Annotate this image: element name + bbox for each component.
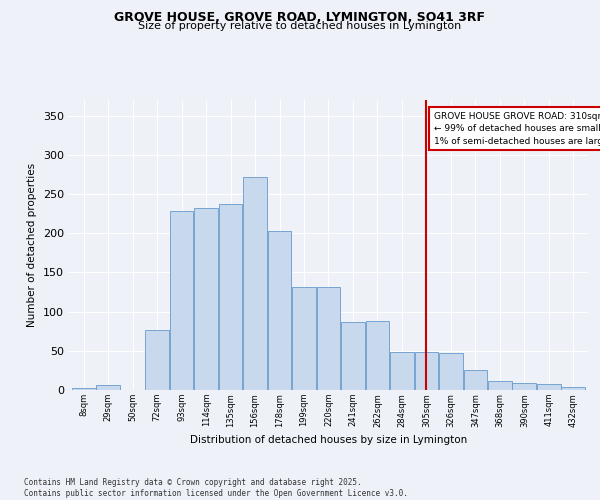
Bar	[390, 352, 414, 390]
Bar	[72, 388, 95, 390]
Bar	[268, 231, 292, 390]
Bar	[292, 288, 316, 390]
Bar	[562, 387, 585, 390]
Bar	[537, 384, 561, 390]
Bar	[488, 382, 512, 390]
Text: Contains HM Land Registry data © Crown copyright and database right 2025.
Contai: Contains HM Land Registry data © Crown c…	[24, 478, 408, 498]
Text: Size of property relative to detached houses in Lymington: Size of property relative to detached ho…	[139, 21, 461, 31]
Bar	[219, 204, 242, 390]
Bar	[170, 210, 193, 390]
X-axis label: Distribution of detached houses by size in Lymington: Distribution of detached houses by size …	[190, 435, 467, 445]
Bar	[365, 321, 389, 390]
Text: GROVE HOUSE, GROVE ROAD, LYMINGTON, SO41 3RF: GROVE HOUSE, GROVE ROAD, LYMINGTON, SO41…	[115, 11, 485, 24]
Bar	[415, 352, 438, 390]
Bar	[439, 353, 463, 390]
Bar	[317, 288, 340, 390]
Bar	[243, 177, 267, 390]
Bar	[512, 383, 536, 390]
Bar	[96, 384, 120, 390]
Y-axis label: Number of detached properties: Number of detached properties	[28, 163, 37, 327]
Bar	[341, 322, 365, 390]
Bar	[464, 370, 487, 390]
Bar	[194, 208, 218, 390]
Bar	[145, 330, 169, 390]
Text: GROVE HOUSE GROVE ROAD: 310sqm
← 99% of detached houses are smaller (1,378)
1% o: GROVE HOUSE GROVE ROAD: 310sqm ← 99% of …	[434, 112, 600, 146]
